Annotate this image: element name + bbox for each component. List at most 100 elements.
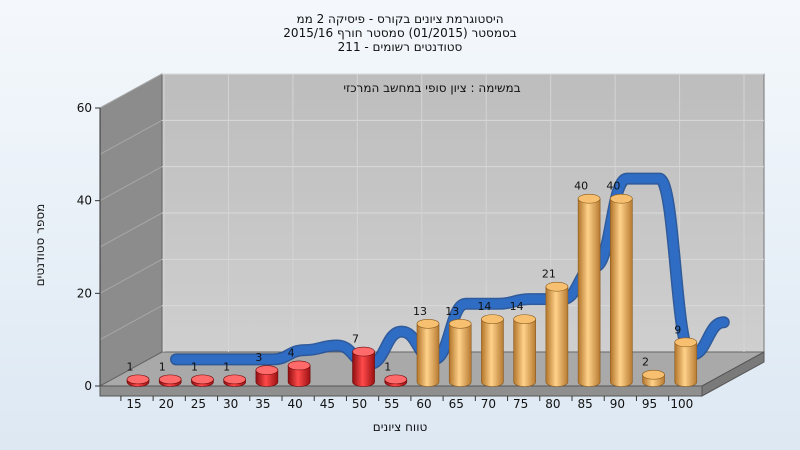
x-tick-label: 20 (159, 397, 174, 411)
bar (448, 318, 472, 387)
bar-top (255, 365, 279, 375)
bar-top (577, 193, 601, 204)
y-tick-label: 20 (77, 286, 92, 300)
bar-value-label: 1 (127, 360, 134, 373)
bar-value-label: 1 (223, 360, 230, 373)
bar-value-label: 13 (413, 305, 427, 318)
bar-top (384, 374, 408, 385)
title-line-3: 211 - סטודנטים רשומים (338, 40, 463, 54)
bar-value-label: 2 (642, 356, 649, 369)
gridline-side (99, 119, 163, 155)
bar-body (545, 286, 569, 387)
bar-top (513, 314, 536, 324)
bar-top (126, 374, 150, 385)
bar (223, 374, 246, 387)
bar-body (287, 365, 311, 387)
x-tick-label: 100 (670, 397, 693, 411)
bar-body (610, 198, 633, 387)
bar-top (448, 318, 472, 329)
bar-top (674, 337, 698, 348)
bar-body (577, 198, 601, 387)
bar-value-label: 3 (255, 351, 262, 364)
x-tick-label: 80 (545, 397, 560, 411)
bar (513, 314, 536, 387)
trend-ribbon (170, 172, 730, 370)
x-tick-label: 75 (513, 397, 528, 411)
x-tick-label: 50 (352, 397, 367, 411)
title-line-2: בסמסטר (01/2015) סמסטר חורף 2015/16 (283, 26, 516, 40)
x-axis-ticks: 15 20 25 30 35 40 45 50 55 60 65 70 75 80 85 90 95 100 (120, 396, 693, 411)
bar-value-label: 40 (606, 180, 620, 193)
y-tick-label: 60 (77, 101, 92, 115)
x-tick-label: 70 (481, 397, 496, 411)
bar-body (513, 318, 536, 387)
x-tick-label: 25 (191, 397, 206, 411)
gridline-side (99, 212, 163, 248)
x-tick-label: 95 (642, 397, 657, 411)
bar (610, 193, 633, 387)
bar-top (287, 360, 311, 371)
bar-body (448, 323, 472, 387)
bar-top (642, 369, 665, 380)
bar (191, 374, 214, 387)
x-tick-label: 40 (287, 397, 302, 411)
chart-title: היסטוגרמת ציונים בקורס - פיסיקה 2 ממ בסמ… (283, 12, 516, 54)
gridline-side (99, 258, 163, 294)
bar-top (545, 281, 569, 292)
bar-body (481, 318, 504, 387)
bar-value-label: 13 (445, 305, 459, 318)
x-axis-label: טווח ציונים (373, 420, 428, 434)
bar-top (416, 318, 440, 329)
bar-value-label: 1 (384, 360, 391, 373)
bar-top (191, 374, 214, 385)
x-tick-label: 65 (449, 397, 464, 411)
bar-body (416, 323, 440, 387)
bar (255, 365, 279, 387)
gridline-side (99, 73, 163, 109)
bar (158, 374, 182, 387)
gridline-side (99, 305, 163, 341)
bar (384, 374, 408, 387)
y-tick-label: 0 (84, 379, 92, 393)
bar-value-label: 1 (191, 360, 198, 373)
bar-body (674, 342, 698, 387)
bar-value-label: 4 (288, 346, 295, 359)
title-line-1: היסטוגרמת ציונים בקורס - פיסיקה 2 ממ (296, 12, 503, 26)
bar (545, 281, 569, 387)
bar-top (352, 346, 375, 357)
x-tick-label: 45 (320, 397, 335, 411)
x-tick-label: 90 (610, 397, 625, 411)
bar (416, 318, 440, 387)
bar-value-label: 40 (574, 180, 588, 193)
x-tick-label: 35 (255, 397, 270, 411)
y-tick-label: 40 (77, 194, 92, 208)
gridline-side (99, 166, 163, 202)
bar (642, 369, 665, 387)
y-axis-label: מספר סטודנטים (33, 204, 47, 287)
bar-value-label: 14 (510, 300, 524, 313)
base-slab-side (701, 351, 765, 397)
bar (577, 193, 601, 387)
bar-value-label: 21 (542, 268, 556, 281)
x-tick-label: 30 (223, 397, 238, 411)
bar (126, 374, 150, 387)
bar-top (481, 314, 504, 324)
bar (674, 337, 698, 387)
bar-top (223, 374, 246, 385)
bar-value-label: 1 (159, 360, 166, 373)
trend-ribbon (171, 174, 729, 369)
x-tick-label: 15 (126, 397, 141, 411)
bar-value-label: 14 (477, 300, 491, 313)
bar-top (610, 193, 633, 204)
x-tick-label: 60 (416, 397, 431, 411)
bar-value-label: 7 (352, 333, 359, 346)
chart-annotation: במשימה : ציון סופי במחשב המרכזי (343, 81, 520, 95)
bar-top (158, 374, 182, 385)
x-tick-label: 55 (384, 397, 399, 411)
bar-value-label: 9 (674, 323, 681, 336)
bar (352, 346, 375, 387)
y-axis-ticks: 0 20 40 60 (77, 101, 101, 393)
x-tick-label: 85 (577, 397, 592, 411)
